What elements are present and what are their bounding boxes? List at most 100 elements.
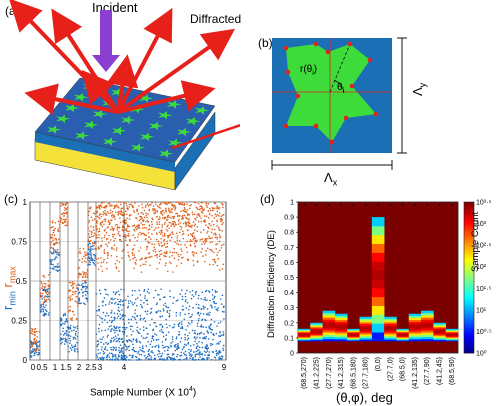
rmin-point	[164, 302, 167, 305]
rmin-point	[43, 288, 46, 290]
rmax-point	[178, 215, 181, 217]
rmax-point	[176, 242, 178, 245]
rmax-point	[115, 267, 118, 269]
rmax-point	[193, 213, 196, 216]
rmax-point	[166, 242, 168, 245]
colorbar-segment	[464, 229, 474, 233]
rmin-point	[125, 335, 128, 337]
rmin-point	[127, 306, 129, 309]
heatmap-cell	[322, 338, 336, 342]
rmax-point	[208, 213, 211, 216]
rmin-point	[56, 253, 58, 256]
rmax-point	[50, 236, 52, 238]
rmax-point	[158, 255, 161, 258]
rmin-point	[215, 332, 218, 335]
rmin-point	[174, 349, 177, 352]
rmax-point	[118, 261, 121, 263]
rmin-point	[88, 240, 91, 243]
heatmap-cell	[421, 325, 434, 329]
rmin-point	[183, 352, 185, 354]
rmin-point	[183, 353, 186, 356]
rmax-point	[142, 263, 144, 266]
rmax-point	[200, 251, 202, 253]
rmin-point	[126, 348, 128, 350]
diffracted-arrow-3	[106, 54, 139, 113]
grating-illustration	[8, 0, 240, 191]
rmax-point	[217, 214, 220, 217]
rmax-point	[182, 237, 185, 240]
rmin-point	[217, 357, 220, 359]
rmax-point	[139, 258, 141, 261]
rmax-point	[97, 262, 99, 264]
rmax-point	[113, 205, 116, 207]
rmax-point	[47, 298, 50, 300]
rmin-point	[197, 311, 200, 314]
rmax-point	[159, 207, 162, 209]
rmin-point	[179, 327, 182, 330]
heatmap-cell	[445, 336, 459, 338]
rmin-point	[141, 347, 144, 349]
rmax-point	[54, 227, 56, 230]
rmin-point	[167, 331, 170, 334]
rmin-point	[77, 292, 80, 295]
rmin-point	[63, 343, 66, 345]
diffracted-arrow-7	[117, 80, 216, 114]
rmin-point	[116, 317, 119, 320]
rmin-point	[159, 315, 161, 318]
rmin-point	[108, 301, 111, 303]
rmin-point	[59, 318, 62, 321]
heatmap-cell	[433, 330, 446, 333]
rmin-point	[174, 358, 176, 361]
rmax-point	[95, 206, 98, 209]
rmax-point	[134, 202, 136, 204]
rmin-point	[29, 350, 31, 352]
rmin-point	[90, 259, 93, 261]
rmax-point	[66, 211, 68, 214]
rmin-point	[146, 310, 149, 313]
heatmap-cell	[445, 333, 459, 335]
rmin-point	[196, 322, 199, 325]
heatmap-cell	[408, 327, 422, 330]
rmin-point	[86, 300, 89, 302]
rmin-point	[118, 329, 121, 331]
rmax-point	[145, 212, 147, 215]
rmin-point	[212, 333, 214, 335]
rmin-point	[108, 356, 111, 359]
rmin-point	[219, 298, 222, 300]
rmin-point	[161, 315, 164, 318]
rmin-point	[147, 340, 149, 343]
rmax-point	[173, 251, 176, 254]
heatmap-cell	[334, 327, 348, 330]
rmax-point	[50, 226, 53, 229]
rmin-point	[131, 356, 133, 359]
rmax-point	[211, 237, 213, 239]
rmax-point	[185, 225, 187, 228]
rmin-point	[101, 329, 103, 332]
rmin-point	[210, 304, 212, 306]
rmin-point	[218, 350, 220, 353]
rmin-point	[168, 312, 171, 315]
rmax-point	[191, 211, 194, 214]
rmax-point	[126, 244, 129, 246]
colorbar-segment	[464, 239, 474, 243]
rmax-point	[218, 207, 221, 209]
heatmap-cell	[334, 315, 348, 319]
rmax-point	[100, 261, 103, 264]
rmax-point	[162, 240, 165, 242]
rmax-point	[39, 294, 41, 296]
heatmap-cell	[408, 319, 422, 322]
rmin-point	[65, 319, 68, 321]
heatmap-cell	[445, 340, 459, 342]
rmin-point	[140, 299, 142, 302]
rmax-point	[98, 247, 101, 249]
colorbar-segment	[464, 305, 474, 309]
rmin-point	[170, 342, 172, 344]
rmin-point	[99, 352, 101, 354]
rmax-point	[31, 345, 34, 348]
rmin-point	[222, 349, 225, 352]
rmin-point	[208, 325, 210, 328]
rmin-point	[63, 332, 66, 335]
top-marker	[327, 204, 330, 206]
rmin-point	[62, 322, 64, 325]
rmax-point	[135, 228, 138, 231]
